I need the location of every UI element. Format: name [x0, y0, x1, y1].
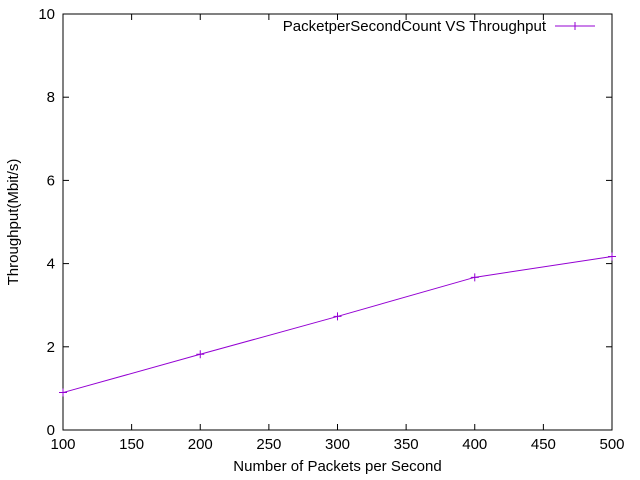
y-tick-label: 0 [47, 422, 55, 439]
x-axis-label: Number of Packets per Second [233, 458, 441, 475]
data-point-marker [333, 312, 342, 321]
plot-frame [62, 13, 613, 431]
x-tick-label: 250 [256, 436, 281, 453]
legend-label: PacketperSecondCount VS Throughput [283, 18, 547, 35]
ticks-layer: 100 150 200 250 300 350 400 450 500 0 2 4 6 8 10 [38, 6, 624, 453]
y-tick-label: 6 [47, 172, 55, 189]
y-tick-label: 10 [38, 6, 55, 23]
y-axis-label: Throughput(Mbit/s) [5, 159, 22, 286]
y-tick-label: 4 [47, 256, 55, 273]
data-point-marker [608, 252, 616, 261]
y-tick-label: 2 [47, 339, 55, 356]
x-tick-label: 100 [50, 436, 75, 453]
series-layer [59, 252, 616, 397]
x-tick-label: 500 [599, 436, 624, 453]
x-tick-label: 300 [325, 436, 350, 453]
legend-marker-plus [571, 22, 579, 30]
x-tick-label: 450 [531, 436, 556, 453]
y-tick-label: 8 [47, 89, 55, 106]
legend-marker [571, 22, 579, 30]
legend: PacketperSecondCount VS Throughput [283, 18, 595, 35]
data-point-marker [196, 350, 205, 359]
data-point-marker [470, 273, 479, 282]
x-tick-label: 350 [394, 436, 419, 453]
x-tick-label: 400 [462, 436, 487, 453]
x-tick-label: 150 [119, 436, 144, 453]
series-line [62, 256, 613, 394]
data-point-marker [59, 388, 67, 397]
x-tick-label: 200 [188, 436, 213, 453]
